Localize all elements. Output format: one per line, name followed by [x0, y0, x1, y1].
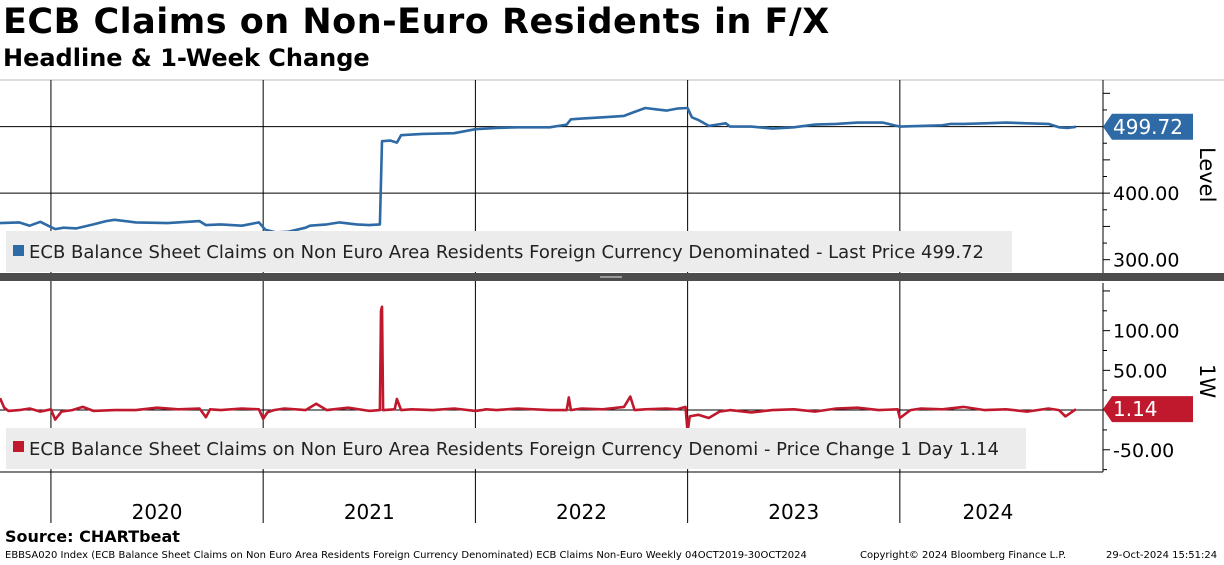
x-tick-label: 2024	[962, 500, 1013, 524]
y-tick-label: 300.00	[1113, 250, 1179, 272]
legend-level-swatch	[13, 245, 24, 256]
level-series-line	[0, 106, 1077, 234]
last-value-level: 499.72	[1113, 115, 1183, 139]
x-tick-label: 2023	[768, 500, 819, 524]
chart-subtitle: Headline & 1-Week Change	[3, 44, 370, 72]
y-axis-title-change: 1W	[1195, 364, 1219, 398]
footer-ticker-description: EBBSA020 Index (ECB Balance Sheet Claims…	[5, 550, 807, 561]
source-note: Source: CHARTbeat	[5, 527, 180, 546]
y-tick-label: 50.00	[1113, 360, 1167, 382]
legend-level-box	[6, 231, 1012, 272]
legend-change-text: ECB Balance Sheet Claims on Non Euro Are…	[29, 439, 999, 460]
legend-level-text: ECB Balance Sheet Claims on Non Euro Are…	[29, 242, 984, 263]
last-value-change: 1.14	[1113, 397, 1158, 421]
y-tick-label: -50.00	[1113, 440, 1174, 462]
x-tick-label: 2021	[344, 500, 395, 524]
change-series-line	[0, 305, 1077, 434]
y-tick-label: 400.00	[1113, 183, 1179, 205]
footer-copyright: Copyright© 2024 Bloomberg Finance L.P.	[860, 550, 1067, 561]
y-tick-label: 100.00	[1113, 321, 1179, 343]
footer-timestamp: 29-Oct-2024 15:51:24	[1106, 550, 1218, 561]
last-value-tag-change: 1.14	[1103, 396, 1193, 423]
y-axis-title-level: Level	[1195, 147, 1219, 202]
legend-change-swatch	[13, 441, 24, 452]
x-tick-label: 2020	[132, 500, 183, 524]
last-value-tag-level: 499.72	[1103, 113, 1193, 140]
legend-change-box	[6, 428, 1026, 469]
x-tick-label: 2022	[556, 500, 607, 524]
chart-title: ECB Claims on Non-Euro Residents in F/X	[3, 2, 830, 42]
